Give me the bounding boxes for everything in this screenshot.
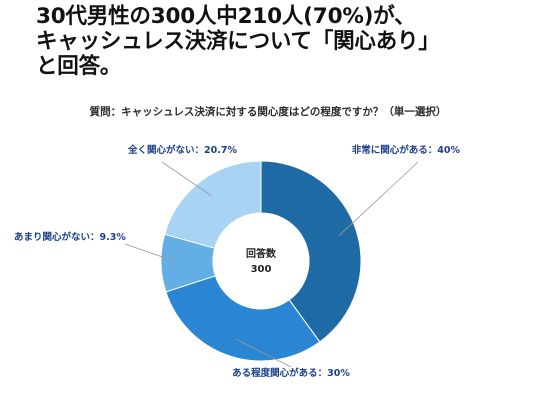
headline-line-1: 30代男性の300人中210人(70%)が、 <box>36 4 416 29</box>
headline-line-3: と回答。 <box>36 54 122 79</box>
chart-title: 質問：キャッシュレス決済に対する関心度はどの程度ですか？（単一選択） <box>89 106 447 118</box>
leader-line-1 <box>338 161 419 236</box>
slice-label-3: あまり関心がない：9.3% <box>14 231 126 243</box>
slice-label-2: ある程度関心がある：30% <box>232 367 350 379</box>
center-label-title: 回答数 <box>246 247 277 260</box>
leader-line-3 <box>124 243 180 264</box>
slice-1 <box>260 160 362 343</box>
slice-label-4: 全く関心がない：20.7% <box>127 144 237 156</box>
slice-2 <box>165 275 321 362</box>
slice-4 <box>164 160 262 249</box>
headline: 30代男性の300人中210人(70%)が、 キャッシュレス決済について「関心あ… <box>36 4 440 79</box>
center-label-value: 300 <box>251 264 272 275</box>
leader-line-2 <box>235 338 292 368</box>
leader-line-4 <box>161 161 212 197</box>
headline-line-2: キャッシュレス決済について「関心あり」 <box>36 29 440 54</box>
slice-label-1: 非常に関心がある：40% <box>352 144 461 156</box>
